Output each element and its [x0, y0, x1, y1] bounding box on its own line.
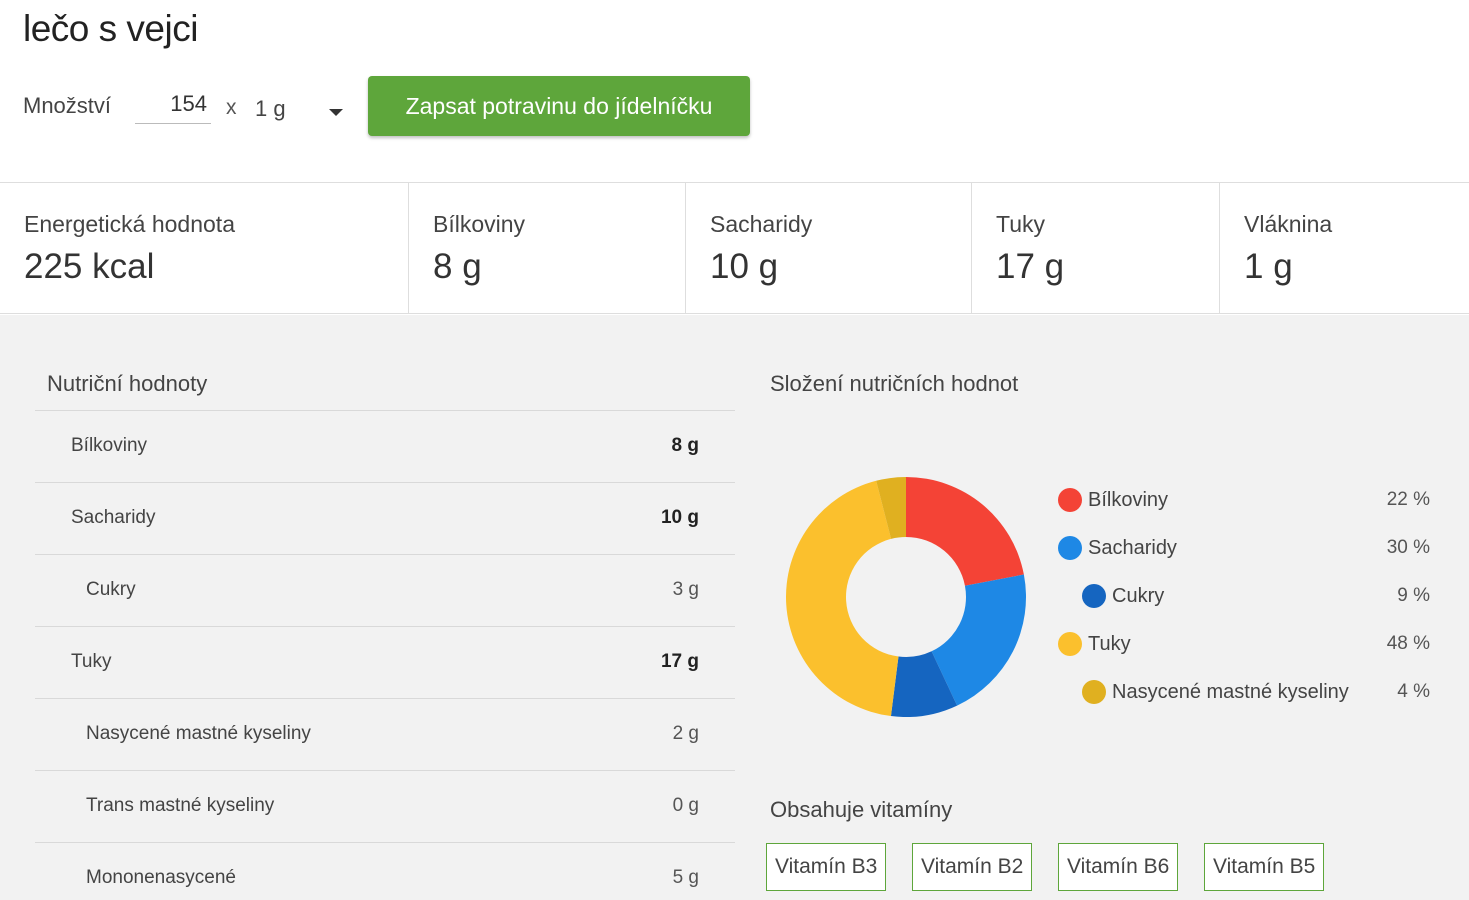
- row-label: Bílkoviny: [71, 435, 148, 456]
- nutrition-summary: Energetická hodnota 225 kcal Bílkoviny 8…: [0, 182, 1469, 314]
- legend-dot: [1058, 632, 1082, 656]
- summary-value: 8 g: [433, 247, 482, 286]
- row-label: Sacharidy: [71, 507, 156, 528]
- row-label: Tuky: [71, 651, 112, 672]
- legend-dot: [1058, 488, 1082, 512]
- quantity-multiplier: x: [226, 96, 237, 119]
- row-label: Mononenasycené: [86, 867, 236, 888]
- legend-label: Nasycené mastné kyseliny: [1112, 681, 1349, 703]
- legend-item: Bílkoviny 22 %: [1058, 485, 1438, 533]
- donut-slice-3: [890, 651, 958, 717]
- table-row: Tuky 17 g: [35, 626, 735, 698]
- summary-label: Sacharidy: [710, 211, 813, 237]
- row-label: Nasycené mastné kyseliny: [86, 723, 311, 744]
- row-value: 0 g: [672, 795, 699, 816]
- row-value: 8 g: [671, 435, 699, 456]
- add-to-diary-button[interactable]: Zapsat potravinu do jídelníčku: [368, 76, 750, 136]
- vitamins-title: Obsahuje vitamíny: [770, 797, 953, 822]
- row-label: Cukry: [86, 579, 136, 600]
- composition-donut-chart: [786, 477, 1026, 717]
- summary-value: 1 g: [1244, 247, 1293, 286]
- quantity-row: Množství x 1 g Zapsat potravinu do jídel…: [23, 76, 823, 136]
- summary-energy: Energetická hodnota 225 kcal: [0, 183, 409, 313]
- legend-label: Tuky: [1088, 633, 1131, 655]
- table-row: Bílkoviny 8 g: [35, 410, 735, 482]
- legend-percent: 9 %: [1397, 585, 1430, 606]
- quantity-label: Množství: [23, 93, 112, 118]
- legend-label: Bílkoviny: [1088, 489, 1169, 511]
- summary-label: Bílkoviny: [433, 211, 526, 237]
- table-row: Trans mastné kyseliny 0 g: [35, 770, 735, 842]
- donut-slice-1: [906, 477, 1024, 586]
- row-value: 17 g: [660, 651, 699, 672]
- table-row: Cukry 3 g: [35, 554, 735, 626]
- legend-dot: [1058, 536, 1082, 560]
- table-row: Sacharidy 10 g: [35, 482, 735, 554]
- summary-label: Vláknina: [1244, 211, 1333, 237]
- donut-slice-2: [931, 574, 1026, 706]
- legend-item: Tuky 48 %: [1058, 629, 1438, 677]
- legend-percent: 30 %: [1386, 537, 1430, 558]
- table-row: Mononenasycené 5 g: [35, 842, 735, 900]
- row-value: 2 g: [672, 723, 699, 744]
- summary-protein: Bílkoviny 8 g: [409, 183, 686, 313]
- donut-slice-4: [786, 480, 899, 717]
- nutrition-table: Bílkoviny 8 g Sacharidy 10 g Cukry 3 g T…: [35, 410, 735, 900]
- unit-select[interactable]: 1 g: [255, 84, 345, 126]
- summary-label: Tuky: [996, 211, 1045, 237]
- legend-item: Cukry 9 %: [1058, 581, 1438, 629]
- summary-value: 17 g: [996, 247, 1065, 286]
- chart-legend: Bílkoviny 22 % Sacharidy 30 % Cukry 9 % …: [1058, 485, 1438, 725]
- donut-slice-5: [876, 477, 906, 539]
- caret-down-icon: [329, 109, 343, 116]
- row-value: 5 g: [672, 867, 699, 888]
- legend-percent: 22 %: [1386, 489, 1430, 510]
- summary-fiber: Vláknina 1 g: [1220, 183, 1469, 313]
- legend-label: Sacharidy: [1088, 537, 1177, 559]
- summary-value: 225 kcal: [24, 247, 155, 286]
- vitamin-tag[interactable]: Vitamín B5: [1204, 843, 1325, 891]
- summary-carbs: Sacharidy 10 g: [686, 183, 972, 313]
- details-section: Nutriční hodnoty Bílkoviny 8 g Sacharidy…: [0, 315, 1469, 900]
- quantity-input[interactable]: [135, 84, 211, 124]
- composition-title: Složení nutričních hodnot: [770, 371, 1019, 396]
- unit-value: 1 g: [255, 96, 286, 121]
- row-value: 10 g: [660, 507, 699, 528]
- legend-item: Nasycené mastné kyseliny 4 %: [1058, 677, 1438, 725]
- legend-dot: [1082, 680, 1106, 704]
- legend-dot: [1082, 584, 1106, 608]
- row-value: 3 g: [672, 579, 699, 600]
- vitamin-tag[interactable]: Vitamín B6: [1058, 843, 1179, 891]
- row-label: Trans mastné kyseliny: [86, 795, 275, 816]
- summary-fat: Tuky 17 g: [972, 183, 1220, 313]
- vitamin-tag[interactable]: Vitamín B2: [912, 843, 1033, 891]
- legend-label: Cukry: [1112, 585, 1165, 607]
- legend-percent: 4 %: [1397, 681, 1430, 702]
- summary-value: 10 g: [710, 247, 779, 286]
- summary-label: Energetická hodnota: [24, 211, 235, 237]
- vitamin-tag[interactable]: Vitamín B3: [766, 843, 887, 891]
- nutrition-title: Nutriční hodnoty: [47, 371, 208, 396]
- legend-item: Sacharidy 30 %: [1058, 533, 1438, 581]
- page-title: lečo s vejci: [23, 8, 198, 49]
- table-row: Nasycené mastné kyseliny 2 g: [35, 698, 735, 770]
- legend-percent: 48 %: [1386, 633, 1430, 654]
